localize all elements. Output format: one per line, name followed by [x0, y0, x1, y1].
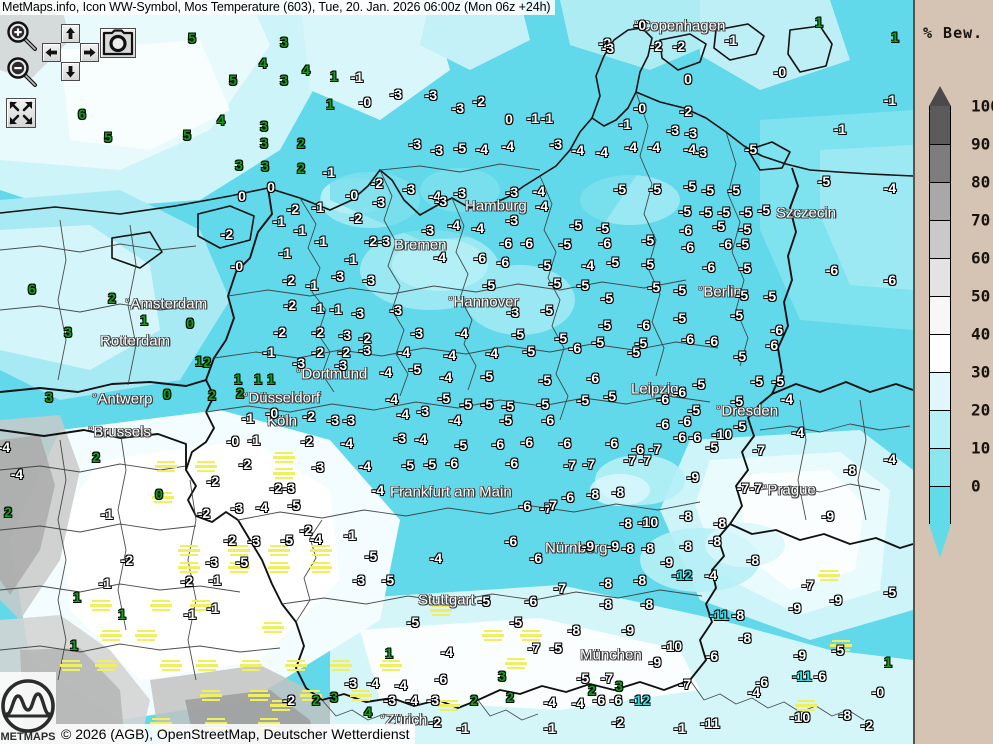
legend-panel: % Bew. 1009080706050403020100 — [913, 0, 993, 744]
zoom-in-button[interactable] — [6, 20, 38, 52]
pan-control — [42, 24, 99, 82]
legend-tick: 20 — [971, 400, 991, 420]
zoom-out-button[interactable] — [6, 56, 38, 88]
metmaps-logo[interactable]: METMAPS — [0, 672, 56, 744]
legend-cell — [930, 334, 950, 372]
legend-cell — [930, 372, 950, 410]
arrow-right-icon — [84, 48, 96, 57]
legend-tick: 10 — [971, 438, 991, 458]
legend-tick: 90 — [971, 134, 991, 154]
legend-cell — [930, 486, 950, 524]
legend-cell — [930, 106, 950, 144]
map-canvas[interactable]: -0 1 1 5 3 -2 -2 -2 -1 5 4 4 3 1 -1 0 -0 -3 6 5 1 -0 -3 -3 -3 -2 0… — [0, 0, 913, 744]
metmaps-logo-icon: METMAPS — [1, 679, 56, 743]
legend-cell — [930, 410, 950, 448]
legend-tick: 40 — [971, 324, 991, 344]
legend-tick: 0 — [971, 476, 981, 496]
legend-tick: 100 — [971, 96, 993, 116]
legend-tick: 80 — [971, 172, 991, 192]
legend-tick: 50 — [971, 286, 991, 306]
legend-cell — [930, 258, 950, 296]
arrow-left-icon — [45, 48, 57, 57]
legend-title: % Bew. — [923, 24, 984, 42]
legend-tick: 60 — [971, 248, 991, 268]
legend-cell — [930, 448, 950, 486]
legend-cell — [930, 296, 950, 334]
camera-icon — [102, 29, 134, 56]
legend-tick: 30 — [971, 362, 991, 382]
pan-up-button[interactable] — [61, 24, 80, 43]
pan-left-button[interactable] — [42, 43, 61, 62]
map-graphic — [0, 0, 913, 744]
arrow-down-icon — [66, 66, 75, 78]
legend-cap-bottom — [929, 524, 951, 558]
legend-cells — [929, 106, 951, 524]
map-title: MetMaps.info, Icon WW-Symbol, Mos Temper… — [0, 0, 555, 15]
legend-cell — [930, 182, 950, 220]
snapshot-button[interactable] — [100, 28, 136, 58]
legend-tick: 70 — [971, 210, 991, 230]
fullscreen-button[interactable] — [6, 98, 36, 128]
legend-cell — [930, 144, 950, 182]
legend-cap-top — [929, 86, 951, 106]
pan-right-button[interactable] — [80, 43, 99, 62]
metmaps-logo-text: METMAPS — [1, 731, 56, 743]
fullscreen-icon — [9, 101, 33, 125]
map-attribution: © 2026 (AGB), OpenStreetMap, Deutscher W… — [56, 724, 415, 744]
pan-down-button[interactable] — [61, 62, 80, 81]
zoom-out-icon — [7, 57, 37, 87]
arrow-up-icon — [66, 27, 75, 39]
zoom-in-icon — [7, 21, 37, 51]
legend-colorbar[interactable]: 1009080706050403020100 — [929, 86, 993, 558]
legend-cell — [930, 220, 950, 258]
